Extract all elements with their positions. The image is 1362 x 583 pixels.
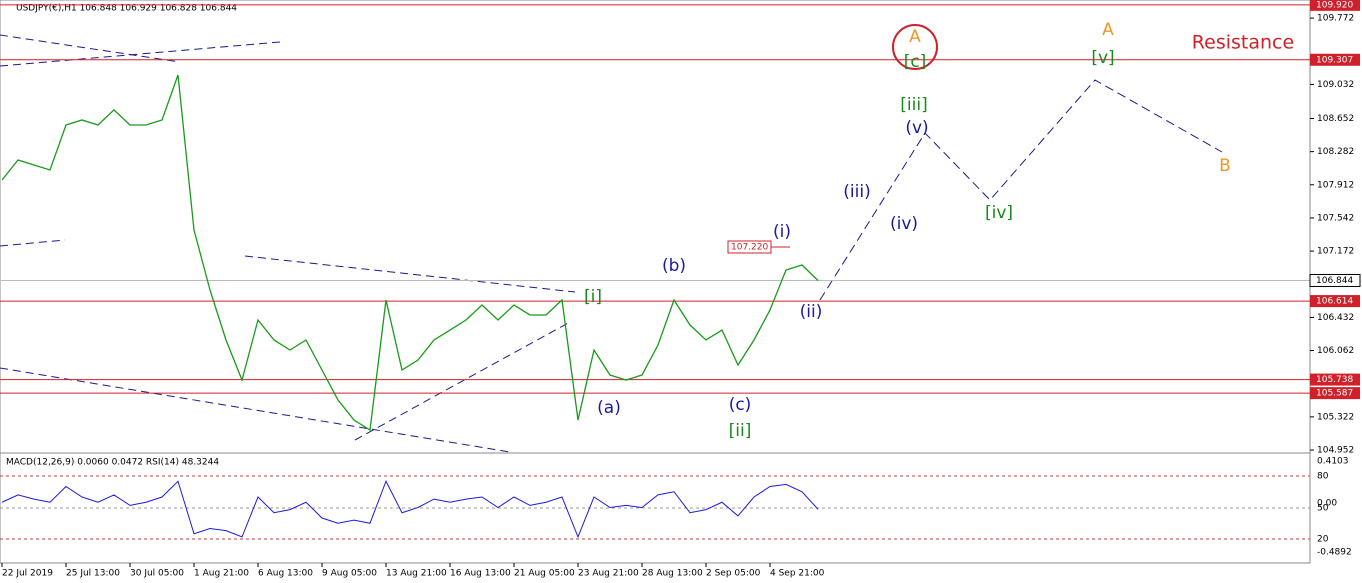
y-tick-label: 109.032 [1317,80,1354,90]
wave-label: [i] [584,287,602,307]
x-tick-label: 25 Jul 13:00 [66,569,120,579]
x-tick-label: 6 Aug 13:00 [258,569,313,579]
plot-frame [0,0,1311,564]
level-tag [1310,373,1360,386]
indicator-axis-label: 80 [1317,472,1329,482]
level-label: 109.307 [1316,55,1353,65]
x-tick-label: 9 Aug 05:00 [322,569,377,579]
wave-label: (c) [729,395,752,415]
y-tick-label: 108.282 [1317,147,1354,157]
y-tick-label: 106.062 [1317,346,1354,356]
y-tick-label: 107.542 [1317,213,1354,223]
x-tick-label: 30 Jul 05:00 [130,569,184,579]
indicator-axis-label: 20 [1317,535,1329,545]
current-label: 106.844 [1316,276,1353,286]
rsi-line [1,480,819,539]
wave-label: A [909,27,921,47]
y-tick-label: 106.432 [1317,313,1354,323]
indicator-axis-label: 0.00 [1317,499,1337,509]
indicator-axis-label: 50 [1317,504,1329,514]
wave-label: (b) [662,256,686,276]
wave-label: (iii) [843,182,870,202]
x-tick-label: 16 Aug 13:00 [450,569,511,579]
level-tag [1310,295,1360,308]
wave-label: B [1219,156,1231,176]
wave-label: [v] [1091,48,1114,68]
y-tick-label: 109.772 [1317,14,1354,24]
wave-label: (iv) [890,214,918,234]
y-tick-label: 108.652 [1317,114,1354,124]
y-tick-label: 105.322 [1317,412,1354,422]
x-tick-label: 23 Aug 21:00 [578,569,639,579]
level-label: 106.614 [1316,297,1353,307]
channel-lines [0,34,576,453]
wave-label: [iii] [900,95,927,115]
wave-projection [819,79,1223,301]
wave-label: [ii] [729,421,752,441]
level-label: 105.587 [1316,389,1353,399]
wave-label: (a) [597,398,621,418]
level-tag [1310,53,1360,66]
wave-label: [iv] [985,203,1013,223]
wave-label: (i) [773,222,791,242]
x-tick-label: 1 Aug 21:00 [194,569,249,579]
x-tick-label: 2 Sep 05:00 [706,569,761,579]
indicator-axis-label: -0.4892 [1317,548,1352,558]
x-tick-label: 28 Aug 13:00 [642,569,703,579]
wave-label: A [1102,20,1114,40]
price-line [1,74,819,432]
symbol-header: USDJPY(€),H1 106.848 106.929 106.828 106… [16,4,237,14]
indicator-levels [0,475,1310,540]
wave-label: Resistance [1192,32,1294,54]
x-tick-label: 21 Aug 05:00 [514,569,575,579]
wave-label: (v) [905,118,928,138]
level-label: 109.920 [1316,0,1353,10]
price-tag: 107.220 [731,243,768,253]
current-tag [1309,273,1361,287]
wave-label: (ii) [800,302,823,322]
level-label: 105.738 [1316,375,1353,385]
wave-label: [c] [904,52,927,72]
indicator-axis-label: 0.4103 [1317,457,1349,467]
indicator-label: MACD(12,26,9) 0.0060 0.0472 RSI(14) 48.3… [6,458,219,468]
level-tag [1310,0,1360,11]
x-tick-label: 4 Sep 21:00 [770,569,825,579]
y-tick-label: 107.912 [1317,180,1354,190]
level-tag [1310,387,1360,400]
x-tick-label: 13 Aug 21:00 [386,569,447,579]
highlight-circle [892,24,938,70]
y-tick-label: 104.952 [1317,446,1354,456]
x-tick-label: 22 Jul 2019 [2,569,53,579]
y-tick-label: 107.172 [1317,247,1354,257]
